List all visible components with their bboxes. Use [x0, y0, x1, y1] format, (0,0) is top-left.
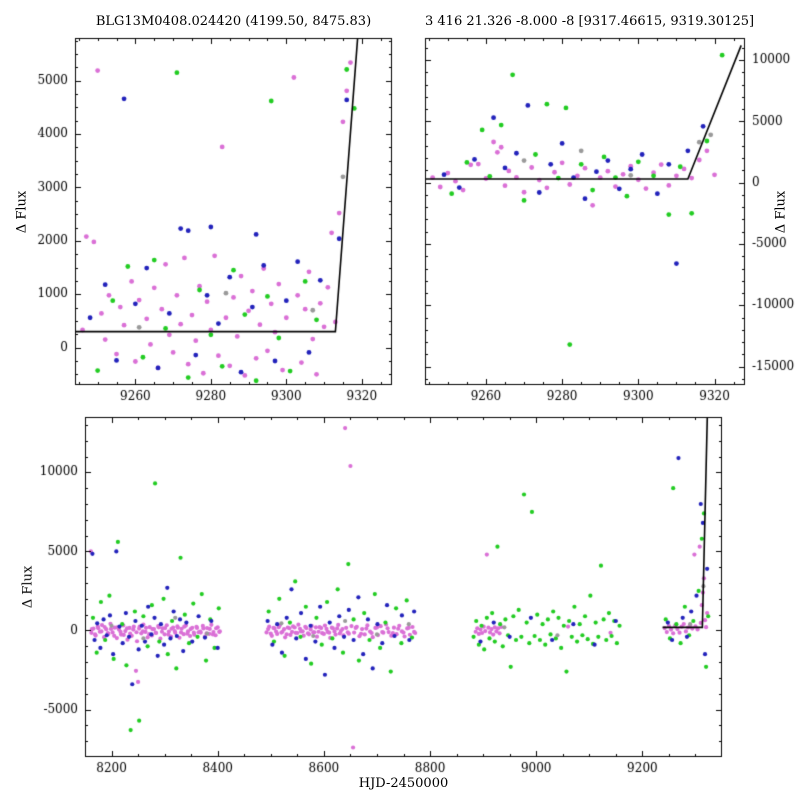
panel1-ylabel: Δ Flux	[14, 190, 30, 234]
panel2-title: 3 416 21.326 -8.000 -8 [9317.46615, 9319…	[425, 14, 755, 29]
panel3-ylabel: Δ Flux	[20, 565, 36, 609]
panel3-xlabel: HJD-2450000	[358, 776, 449, 791]
panel1-title: BLG13M0408.024420 (4199.50, 8475.83)	[95, 14, 372, 29]
panel2-ylabel: Δ Flux	[773, 190, 789, 234]
